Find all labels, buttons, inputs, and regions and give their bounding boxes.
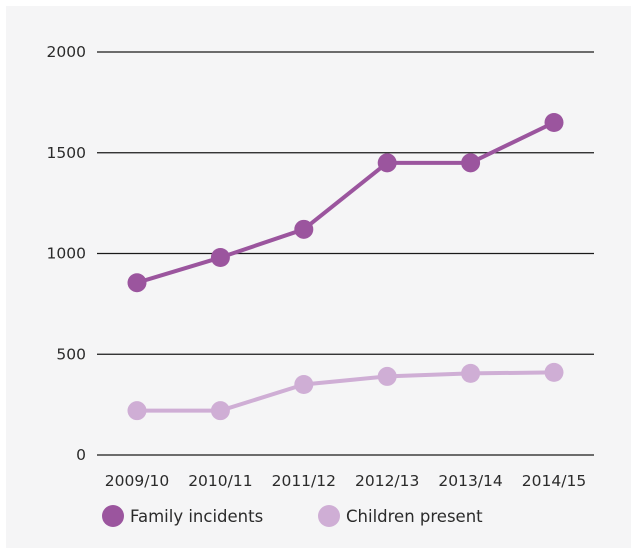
legend-item-family-incidents: Family incidents xyxy=(102,505,263,527)
y-tick-label-0: 0 xyxy=(76,446,86,464)
legend-swatch-children-present xyxy=(318,505,340,527)
data-point-family-incidents-2 xyxy=(294,219,314,239)
x-tick-label-1: 2010/11 xyxy=(188,472,252,490)
data-point-family-incidents-5 xyxy=(544,113,564,133)
data-point-children-present-2 xyxy=(294,374,314,394)
data-point-children-present-3 xyxy=(377,366,397,386)
data-point-family-incidents-4 xyxy=(461,153,481,173)
y-tick-label-1500: 1500 xyxy=(47,144,86,162)
data-point-family-incidents-1 xyxy=(210,248,230,268)
x-tick-label-2: 2011/12 xyxy=(272,472,336,490)
legend: Family incidents Children present xyxy=(0,505,637,535)
legend-label-children-present: Children present xyxy=(346,506,483,526)
y-tick-label-2000: 2000 xyxy=(47,43,86,61)
data-point-children-present-1 xyxy=(210,401,230,421)
data-point-family-incidents-3 xyxy=(377,153,397,173)
data-point-children-present-5 xyxy=(544,362,564,382)
chart-panel xyxy=(6,6,631,548)
x-tick-label-5: 2014/15 xyxy=(522,472,586,490)
x-tick-label-3: 2012/13 xyxy=(355,472,419,490)
legend-label-family-incidents: Family incidents xyxy=(130,506,264,526)
series-line-family-incidents xyxy=(136,120,555,285)
series-line-children-present xyxy=(137,370,555,413)
legend-item-children-present: Children present xyxy=(318,505,483,527)
y-tick-label-1000: 1000 xyxy=(47,245,86,263)
y-tick-label-500: 500 xyxy=(56,345,86,363)
data-point-children-present-4 xyxy=(461,363,481,383)
data-point-family-incidents-0 xyxy=(127,273,147,293)
data-point-children-present-0 xyxy=(127,401,147,421)
x-tick-label-4: 2013/14 xyxy=(438,472,502,490)
legend-swatch-family-incidents xyxy=(102,505,124,527)
x-tick-label-0: 2009/10 xyxy=(105,472,169,490)
